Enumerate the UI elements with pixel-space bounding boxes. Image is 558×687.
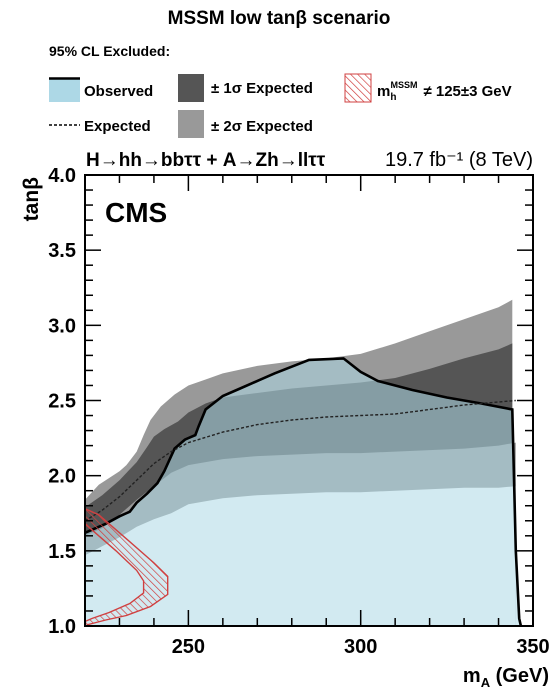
x-tick-label: 350	[516, 636, 549, 658]
legend-two-sigma-label: ± 2σ Expected	[211, 118, 313, 135]
y-tick-label: 3.5	[48, 240, 76, 262]
cms-label: CMS	[105, 197, 167, 228]
chart-title: MSSM low tanβ scenario	[168, 8, 391, 29]
legend-two-sigma-swatch	[178, 110, 204, 138]
y-tick-label: 4.0	[48, 165, 76, 187]
observed-exclusion-area	[85, 358, 521, 626]
mh-region-outer-edge	[85, 508, 169, 626]
legend-one-sigma-swatch	[178, 74, 204, 102]
legend-mh-swatch	[344, 73, 372, 103]
lumi-label: 19.7 fb⁻¹ (8 TeV)	[385, 149, 533, 171]
legend: 95% CL Excluded: Observed ± 1σ Expected …	[49, 43, 512, 138]
legend-header: 95% CL Excluded:	[49, 43, 170, 59]
mh-excluded-region	[85, 508, 168, 626]
plot-area	[85, 299, 523, 626]
process-label: H→hh→bbττ + A→Zh→llττ	[86, 150, 326, 171]
y-tick-label: 1.0	[48, 616, 76, 638]
legend-observed-swatch	[49, 78, 80, 102]
mh-region-inner-edge	[85, 523, 145, 623]
expected-contour-line	[85, 399, 516, 522]
y-tick-label: 2.5	[48, 391, 76, 413]
legend-one-sigma-label: ± 1σ Expected	[211, 80, 313, 97]
axes: 250 300 350 1.0 1.5 2.0 2.5 3.0 3.5 4.0	[48, 165, 550, 658]
observed-contour-line	[85, 357, 523, 626]
y-axis-title: tanβ	[20, 177, 43, 222]
legend-expected-label: Expected	[84, 118, 151, 135]
legend-mh-label: mhMSSM ≠ 125±3 GeV	[377, 80, 512, 103]
x-tick-label: 300	[344, 636, 377, 658]
legend-observed-label: Observed	[84, 83, 153, 100]
y-tick-label: 3.0	[48, 315, 76, 337]
x-axis-title: mA (GeV)	[463, 665, 549, 687]
x-tick-label: 250	[172, 636, 205, 658]
y-tick-label: 2.0	[48, 466, 76, 488]
y-tick-label: 1.5	[48, 541, 76, 563]
